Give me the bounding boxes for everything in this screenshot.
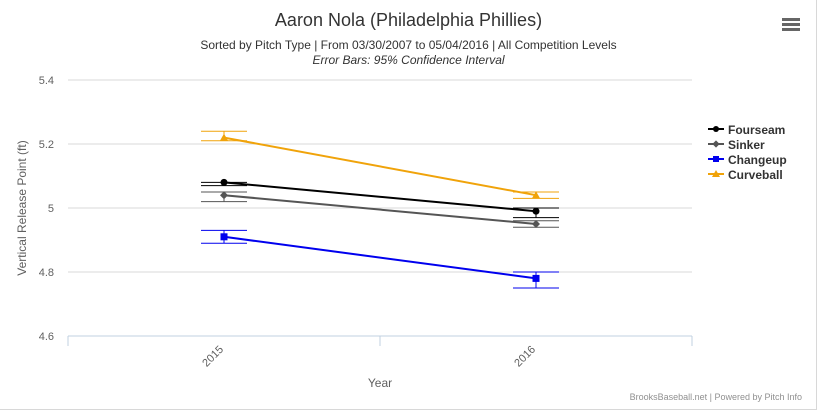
- legend-diamond-icon: [708, 137, 724, 152]
- chart-error-bar-note: Error Bars: 95% Confidence Interval: [312, 53, 505, 67]
- data-point-changeup: [220, 233, 228, 241]
- series-line-fourseam: [223, 181, 537, 213]
- series-line-changeup: [223, 235, 537, 280]
- y-axis-title: Vertical Release Point (ft): [15, 140, 29, 275]
- legend-triangle-icon: [708, 167, 724, 182]
- legend-circle-icon: [708, 122, 724, 137]
- x-tick-label: 2015: [200, 344, 226, 370]
- legend-item-fourseam[interactable]: Fourseam: [708, 122, 787, 137]
- legend-item-sinker[interactable]: Sinker: [708, 137, 787, 152]
- legend-item-curveball[interactable]: Curveball: [708, 167, 787, 182]
- legend-label: Curveball: [728, 167, 783, 182]
- y-tick-label: 4.8: [39, 267, 54, 279]
- chart-title: Aaron Nola (Philadelphia Phillies): [274, 10, 543, 30]
- data-point-changeup: [532, 274, 540, 282]
- y-tick-label: 4.6: [39, 331, 54, 343]
- data-point-fourseam: [532, 207, 540, 215]
- x-axis-title: Year: [368, 376, 392, 390]
- legend-label: Fourseam: [728, 122, 786, 137]
- chart-subtitle: Sorted by Pitch Type | From 03/30/2007 t…: [200, 38, 617, 52]
- series-line-curveball: [223, 136, 537, 197]
- data-point-curveball: [532, 191, 540, 199]
- legend-item-changeup[interactable]: Changeup: [708, 152, 787, 167]
- legend-label: Changeup: [728, 152, 787, 167]
- y-tick-label: 5.2: [39, 139, 54, 151]
- data-point-fourseam: [220, 178, 228, 186]
- data-point-sinker: [220, 191, 228, 200]
- y-tick-label: 5.4: [39, 75, 54, 87]
- x-tick-label: 2016: [512, 344, 538, 370]
- legend-label: Sinker: [728, 137, 765, 152]
- y-tick-label: 5: [48, 203, 54, 215]
- legend-square-icon: [708, 152, 724, 167]
- chart-legend: Fourseam Sinker Changeup Curveball: [708, 122, 787, 182]
- data-point-curveball: [220, 133, 228, 141]
- data-point-sinker: [532, 220, 540, 228]
- chart-credits[interactable]: BrooksBaseball.net | Powered by Pitch In…: [629, 392, 802, 402]
- series-line-sinker: [223, 194, 537, 225]
- hamburger-menu-icon[interactable]: [780, 16, 802, 38]
